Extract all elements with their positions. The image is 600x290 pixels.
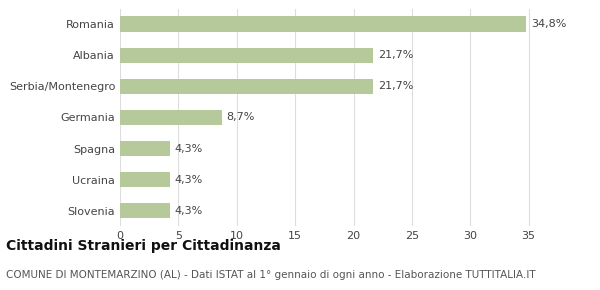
Text: 21,7%: 21,7% bbox=[378, 50, 413, 60]
Bar bbox=[120, 172, 170, 187]
Bar bbox=[120, 48, 373, 63]
Bar bbox=[120, 17, 526, 32]
Text: 34,8%: 34,8% bbox=[531, 19, 566, 29]
Text: Cittadini Stranieri per Cittadinanza: Cittadini Stranieri per Cittadinanza bbox=[6, 239, 281, 253]
Text: 4,3%: 4,3% bbox=[175, 206, 203, 216]
Text: COMUNE DI MONTEMARZINO (AL) - Dati ISTAT al 1° gennaio di ogni anno - Elaborazio: COMUNE DI MONTEMARZINO (AL) - Dati ISTAT… bbox=[6, 270, 536, 280]
Bar bbox=[120, 141, 170, 156]
Bar bbox=[120, 203, 170, 218]
Bar bbox=[120, 110, 221, 125]
Bar bbox=[120, 79, 373, 94]
Text: 21,7%: 21,7% bbox=[378, 81, 413, 91]
Text: 8,7%: 8,7% bbox=[226, 113, 254, 122]
Text: 4,3%: 4,3% bbox=[175, 175, 203, 185]
Text: 4,3%: 4,3% bbox=[175, 144, 203, 153]
